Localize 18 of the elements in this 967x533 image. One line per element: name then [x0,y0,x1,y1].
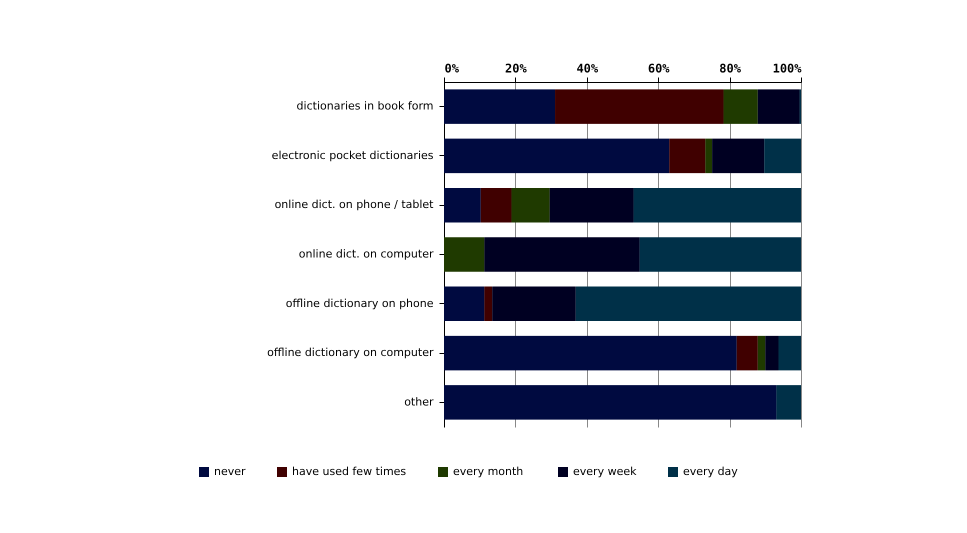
x-tick-label: 20% [505,62,528,76]
x-tick-label: 60% [648,62,670,76]
y-tick-label: online dict. on computer [298,248,434,260]
legend-label: every month [453,465,524,478]
legend-label: every day [683,465,738,478]
y-tick-label: offline dictionary on phone [286,296,434,310]
y-tick-label: electronic pocket dictionaries [272,148,434,162]
legend-label: every week [573,465,638,478]
x-tick-label: 0% [444,62,460,76]
y-tick-label: offline dictionary on computer [267,346,434,360]
y-tick-label: online dict. on phone / tablet [274,198,434,212]
x-tick-label: 80% [719,62,742,76]
y-tick-label: other [404,395,434,408]
legend-label: have used few times [292,465,406,478]
x-tick-label: 40% [576,62,599,76]
x-tick-label: 100% [772,62,802,76]
legend-label: never [214,465,246,478]
y-tick-label: dictionaries in book form [296,100,434,113]
